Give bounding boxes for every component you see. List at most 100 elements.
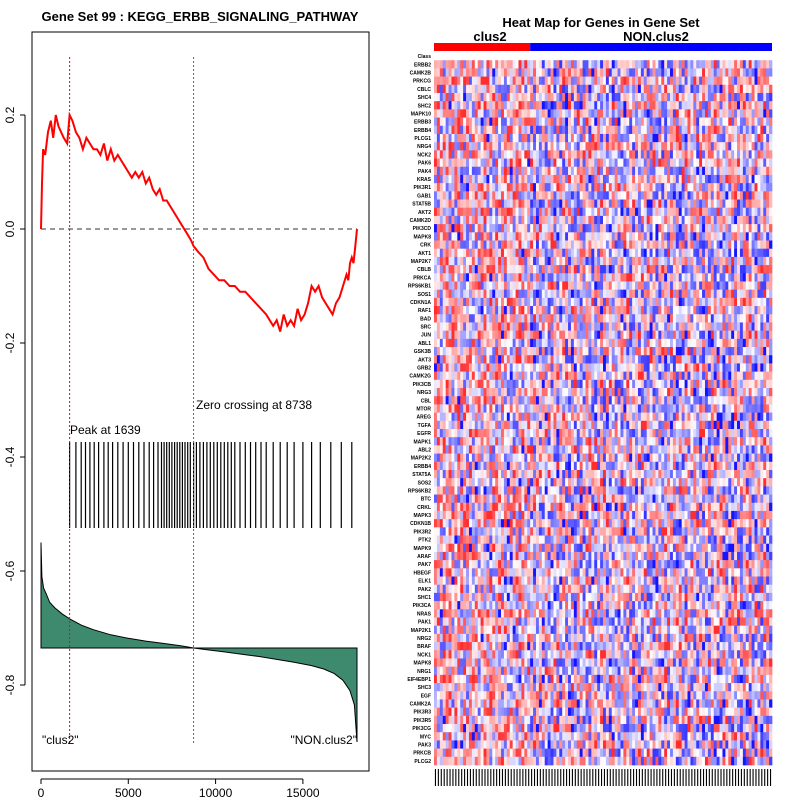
heat-map-cell [635,314,638,323]
heat-map-cell [449,404,452,413]
heat-map-cell [548,331,551,340]
heat-map-cell [734,232,737,241]
heat-map-cell [443,167,446,176]
heat-map-cell [591,60,594,69]
heat-map-cell [446,159,449,168]
heat-map-cell [463,232,466,241]
heat-map-cell [763,232,766,241]
heat-map-cell [650,281,653,290]
heat-map-cell [556,240,559,249]
heat-map-cell [638,159,641,168]
heat-map-cell [769,118,772,127]
heat-map-cell [501,396,504,405]
heat-map-cell [492,331,495,340]
heat-map-cell [749,208,752,217]
heat-map-cell [591,183,594,192]
heat-map-cell [763,273,766,282]
heat-map-cell [728,93,731,102]
heat-map-cell [600,126,603,135]
heat-map-cell [475,257,478,266]
heat-map-cell [641,101,644,110]
heat-map-cell [524,249,527,258]
heat-map-cell [463,60,466,69]
heat-map-cell [743,388,746,397]
heat-map-cell [682,200,685,209]
heat-map-cell [486,281,489,290]
heat-map-cell [551,68,554,77]
heat-map-cell [527,109,530,118]
heat-map-cell [740,273,743,282]
heat-map-cell [731,281,734,290]
heat-map-cell [676,224,679,233]
heat-map-cell [556,208,559,217]
heat-map-cell [679,339,682,348]
heat-map-cell [737,331,740,340]
heat-map-cell [615,306,618,315]
heat-map-cell [463,355,466,364]
heat-map-cell [484,118,487,127]
heat-map-cell [521,265,524,274]
heat-map-cell [519,216,522,225]
heat-map-cell [717,322,720,331]
heat-map-cell [507,290,510,299]
heat-map-cell [440,355,443,364]
heat-map-cell [647,347,650,356]
heat-map-cell [609,306,612,315]
heat-map-cell [749,388,752,397]
heat-map-cell [769,175,772,184]
heat-map-cell [536,60,539,69]
heat-map-cell [618,388,621,397]
heat-map-cell [667,200,670,209]
heat-map-cell [658,240,661,249]
heat-map-cell [664,388,667,397]
heat-map-cell [521,142,524,151]
heat-map-cell [475,314,478,323]
heat-map-cell [743,372,746,381]
heat-map-cell [670,191,673,200]
heat-map-cell [693,388,696,397]
heat-map-cell [752,380,755,389]
heat-map-cell [568,249,571,258]
heat-map-cell [690,273,693,282]
heat-map-cell [653,134,656,143]
heat-map-cell [539,339,542,348]
heat-map-cell [524,306,527,315]
heat-map-cell [696,265,699,274]
heat-map-cell [556,355,559,364]
heat-map-cell [449,142,452,151]
heat-map-cell [632,68,635,77]
heat-map-cell [594,298,597,307]
heat-map-cell [600,306,603,315]
heat-map-cell [521,167,524,176]
heat-map-cell [588,265,591,274]
heat-map-cell [434,314,437,323]
heat-map-cell [451,355,454,364]
heat-map-cell [746,191,749,200]
heat-map-cell [527,314,530,323]
heat-map-cell [501,322,504,331]
heat-map-cell [708,363,711,372]
heat-map-cell [553,363,556,372]
heat-map-cell [588,290,591,299]
heat-map-cell [647,167,650,176]
heat-map-cell [446,314,449,323]
heat-map-cell [708,265,711,274]
heat-map-cell [658,388,661,397]
heat-map-cell [559,150,562,159]
heat-map-cell [466,396,469,405]
heat-map-cell [676,372,679,381]
heat-map-cell [717,232,720,241]
heat-map-cell [623,388,626,397]
heat-map-cell [632,363,635,372]
heat-map-cell [615,298,618,307]
heat-map-cell [609,77,612,86]
heat-map-cell [539,298,542,307]
heat-map-cell [685,298,688,307]
ranked-metric-area [41,543,357,743]
heat-map-cell [755,183,758,192]
heat-map-cell [577,93,580,102]
heat-map-cell [749,159,752,168]
heat-map-cell [481,85,484,94]
heat-map-cell [559,126,562,135]
heat-map-cell [472,331,475,340]
